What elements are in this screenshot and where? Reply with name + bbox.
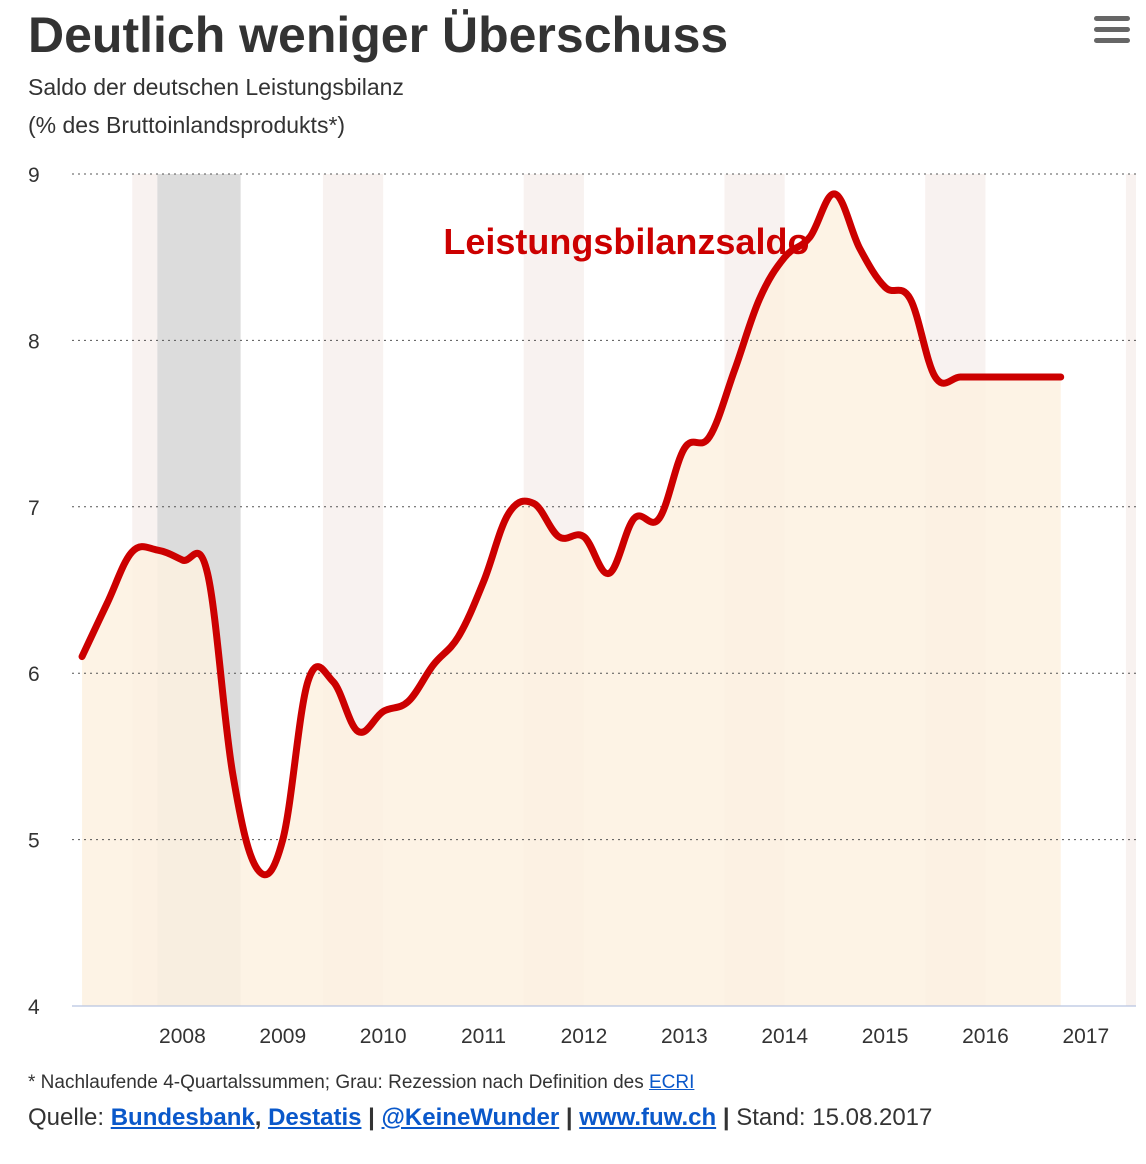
footnote: * Nachlaufende 4-Quartalssummen; Grau: R…	[28, 1072, 694, 1094]
stand-date: Stand: 15.08.2017	[736, 1104, 933, 1131]
area-fill	[82, 193, 1061, 1006]
chart-title: Deutlich weniger Überschuss	[28, 7, 729, 63]
source-line: Quelle: Bundesbank, Destatis | @KeineWun…	[28, 1104, 932, 1132]
y-tick-label: 7	[28, 497, 40, 520]
separator: |	[565, 1104, 573, 1131]
ecri-link[interactable]: ECRI	[649, 1072, 695, 1093]
chart-subtitle: Saldo der deutschen Leistungsbilanz	[28, 74, 404, 100]
x-tick-label: 2009	[259, 1025, 306, 1048]
x-tick-label: 2017	[1062, 1025, 1109, 1048]
footnote-text: * Nachlaufende 4-Quartalssummen; Grau: R…	[28, 1072, 644, 1093]
source-comma: ,	[254, 1104, 262, 1131]
year-band	[1125, 174, 1136, 1006]
bundesbank-link[interactable]: Bundesbank	[110, 1104, 255, 1131]
chart-unit-label: (% des Bruttoinlandsprodukts*)	[28, 112, 346, 138]
y-tick-label: 8	[28, 330, 40, 353]
twitter-link[interactable]: @KeineWunder	[381, 1104, 560, 1131]
y-tick-label: 5	[28, 830, 40, 853]
series-label: Leistungsbilanzsaldo	[443, 221, 809, 262]
x-tick-label: 2014	[761, 1025, 808, 1048]
chart-area: 4 5 6 7 8 9 2008 2009 2010 2011 2012 2013 2014 2015 20…	[28, 164, 1136, 1048]
source-label: Quelle:	[28, 1104, 105, 1131]
x-tick-label: 2013	[661, 1025, 708, 1048]
y-tick-label: 4	[28, 996, 40, 1019]
y-tick-label: 6	[28, 663, 40, 686]
x-tick-label: 2008	[159, 1025, 206, 1048]
hamburger-menu-icon[interactable]	[1094, 16, 1130, 48]
website-link[interactable]: www.fuw.ch	[579, 1104, 717, 1131]
y-tick-label: 9	[28, 164, 40, 187]
separator: |	[722, 1104, 730, 1131]
destatis-link[interactable]: Destatis	[268, 1104, 362, 1131]
separator: |	[368, 1104, 375, 1131]
x-tick-label: 2016	[962, 1025, 1009, 1048]
x-tick-label: 2015	[862, 1025, 909, 1048]
x-tick-label: 2012	[561, 1025, 608, 1048]
x-tick-label: 2010	[360, 1025, 407, 1048]
x-tick-label: 2011	[461, 1025, 506, 1048]
